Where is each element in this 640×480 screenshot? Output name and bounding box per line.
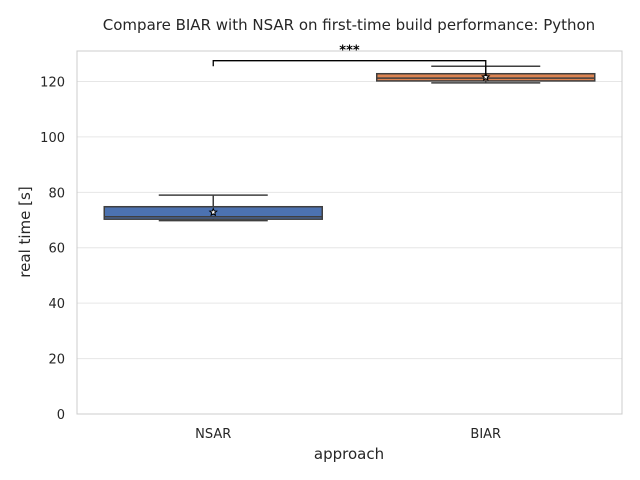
y-tick-label-20: 20: [48, 353, 65, 368]
y-tick-label-100: 100: [40, 131, 65, 146]
y-tick-label-60: 60: [48, 242, 65, 257]
nsar-mean-marker: [208, 207, 218, 217]
y-tick-label-40: 40: [48, 297, 65, 312]
plot-frame: [76, 50, 623, 415]
x-tick-label-biar: BIAR: [470, 427, 501, 442]
biar-mean-marker: [481, 72, 491, 82]
y-tick-label-80: 80: [48, 186, 65, 201]
y-tick-label-120: 120: [40, 75, 65, 90]
x-tick-label-nsar: NSAR: [195, 427, 231, 442]
x-axis-label: approach: [314, 445, 384, 463]
significance-bracket: [212, 60, 487, 76]
y-tick-label-0: 0: [57, 408, 65, 423]
chart-title: Compare BIAR with NSAR on first-time bui…: [103, 16, 595, 34]
y-axis-label: real time [s]: [16, 186, 34, 277]
